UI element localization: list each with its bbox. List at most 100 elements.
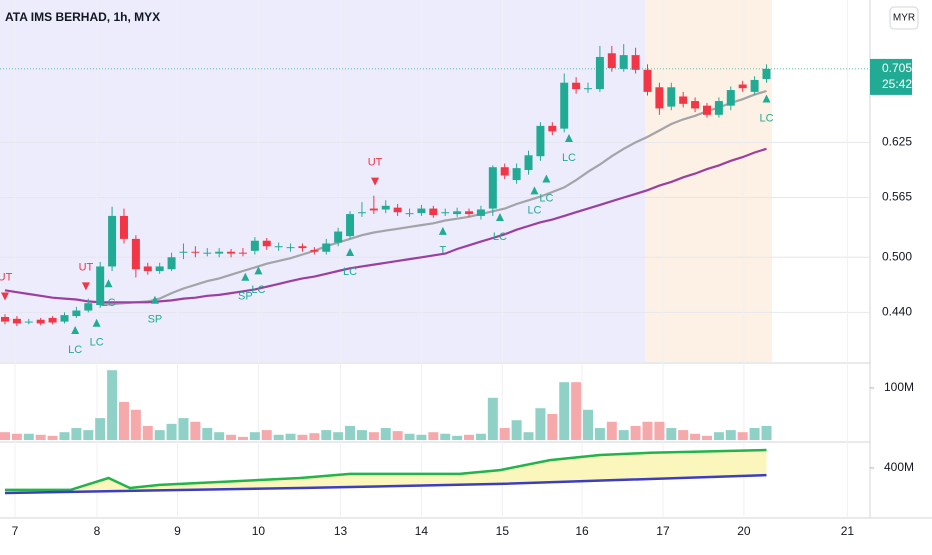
signal-label: SP xyxy=(148,314,163,326)
lower-tick-label: 400M xyxy=(884,460,914,474)
signal-label: LC xyxy=(101,297,115,309)
signal-label: T xyxy=(439,245,446,257)
candle-body xyxy=(738,84,747,89)
lower-indicator-line xyxy=(5,448,767,492)
candle-body xyxy=(429,208,438,215)
volume-bar xyxy=(345,425,356,440)
candle-body xyxy=(548,125,557,132)
signal-arrow xyxy=(346,247,355,256)
x-tick-label: 7 xyxy=(12,524,19,538)
candle-body xyxy=(191,251,200,253)
volume-bar xyxy=(606,421,617,440)
candle-body xyxy=(512,168,521,181)
volume-bar xyxy=(392,431,403,440)
y-tick-label: 0.565 xyxy=(882,190,912,204)
candle-body xyxy=(250,240,259,251)
volume-bar xyxy=(678,430,689,440)
volume-bar xyxy=(642,421,653,440)
signal-arrow xyxy=(92,318,101,327)
signal-arrow xyxy=(495,213,504,222)
currency-button[interactable] xyxy=(889,6,919,30)
x-tick-label: 15 xyxy=(496,524,510,538)
volume-bar xyxy=(166,423,177,440)
signal-arrow xyxy=(254,266,263,275)
candle-body xyxy=(48,317,57,323)
candle-body xyxy=(453,211,462,215)
candle-body xyxy=(441,212,450,214)
candle-body xyxy=(357,212,366,214)
last-price-tag xyxy=(870,58,912,95)
candle-body xyxy=(584,88,593,90)
candle-body xyxy=(215,251,224,254)
signal-label: LC xyxy=(493,231,507,243)
volume-bar xyxy=(130,409,141,440)
volume-bar xyxy=(23,433,34,440)
candle-body xyxy=(334,231,343,243)
x-tick-label: 21 xyxy=(841,524,855,538)
volume-bar xyxy=(499,428,510,440)
volume-bar xyxy=(107,370,118,440)
volume-bar xyxy=(630,425,641,440)
candle-body xyxy=(131,238,140,270)
candle-body xyxy=(298,246,307,249)
candle-body xyxy=(310,249,319,252)
signal-arrow xyxy=(150,295,159,304)
x-tick-label: 17 xyxy=(656,524,670,538)
volume-bar xyxy=(261,430,272,440)
volume-bar xyxy=(452,435,463,440)
signal-arrow xyxy=(530,186,539,195)
volume-bar xyxy=(321,430,332,440)
volume-bar xyxy=(535,408,546,440)
volume-bar xyxy=(690,433,701,440)
volume-bar xyxy=(368,432,379,440)
candle-body xyxy=(714,101,723,115)
signal-label: LC xyxy=(562,152,576,164)
volume-bar xyxy=(118,401,129,440)
volume-bar xyxy=(475,433,486,440)
candle-body xyxy=(405,213,414,215)
candle-body xyxy=(726,90,735,106)
x-tick-label: 10 xyxy=(252,524,266,538)
volume-bar xyxy=(713,432,724,440)
candle-body xyxy=(595,56,604,90)
volume-bar xyxy=(83,430,94,440)
last-price-label: 0.705 xyxy=(882,61,912,75)
candle-body xyxy=(667,87,676,107)
volume-bar xyxy=(142,425,153,440)
volume-bar xyxy=(559,382,570,440)
candle-body xyxy=(500,167,509,176)
signal-label: LC xyxy=(539,192,553,204)
signal-arrow xyxy=(542,174,551,183)
candle-body xyxy=(607,53,616,68)
volume-bar xyxy=(309,433,320,440)
currency-label[interactable]: MYR xyxy=(893,13,915,24)
signal-arrow xyxy=(762,94,771,103)
volume-bar xyxy=(35,434,46,440)
volume-bar xyxy=(297,434,308,440)
extended-session-background xyxy=(645,0,772,362)
candle-body xyxy=(655,87,664,109)
x-tick-label: 13 xyxy=(334,524,348,538)
candle-body xyxy=(476,209,485,216)
moving-average-line xyxy=(100,89,767,307)
candle-body xyxy=(524,155,533,170)
x-tick-label: 16 xyxy=(575,524,589,538)
candle-body xyxy=(143,266,152,272)
candle-body xyxy=(346,214,355,237)
volume-bar xyxy=(571,382,582,440)
countdown-label: 25:42 xyxy=(882,77,912,91)
signal-label: LC xyxy=(251,284,265,296)
volume-bar xyxy=(178,418,189,440)
candle-body xyxy=(762,68,771,80)
volume-bar xyxy=(285,433,296,440)
volume-bar xyxy=(487,397,498,440)
candle-body xyxy=(262,240,271,247)
volume-bar xyxy=(380,428,391,440)
candle-body xyxy=(465,211,474,215)
x-tick-label: 20 xyxy=(737,524,751,538)
volume-bar xyxy=(273,434,284,440)
volume-bar xyxy=(95,418,106,440)
volume-bar xyxy=(214,432,225,440)
candle-body xyxy=(691,101,700,109)
volume-bar xyxy=(404,433,415,440)
